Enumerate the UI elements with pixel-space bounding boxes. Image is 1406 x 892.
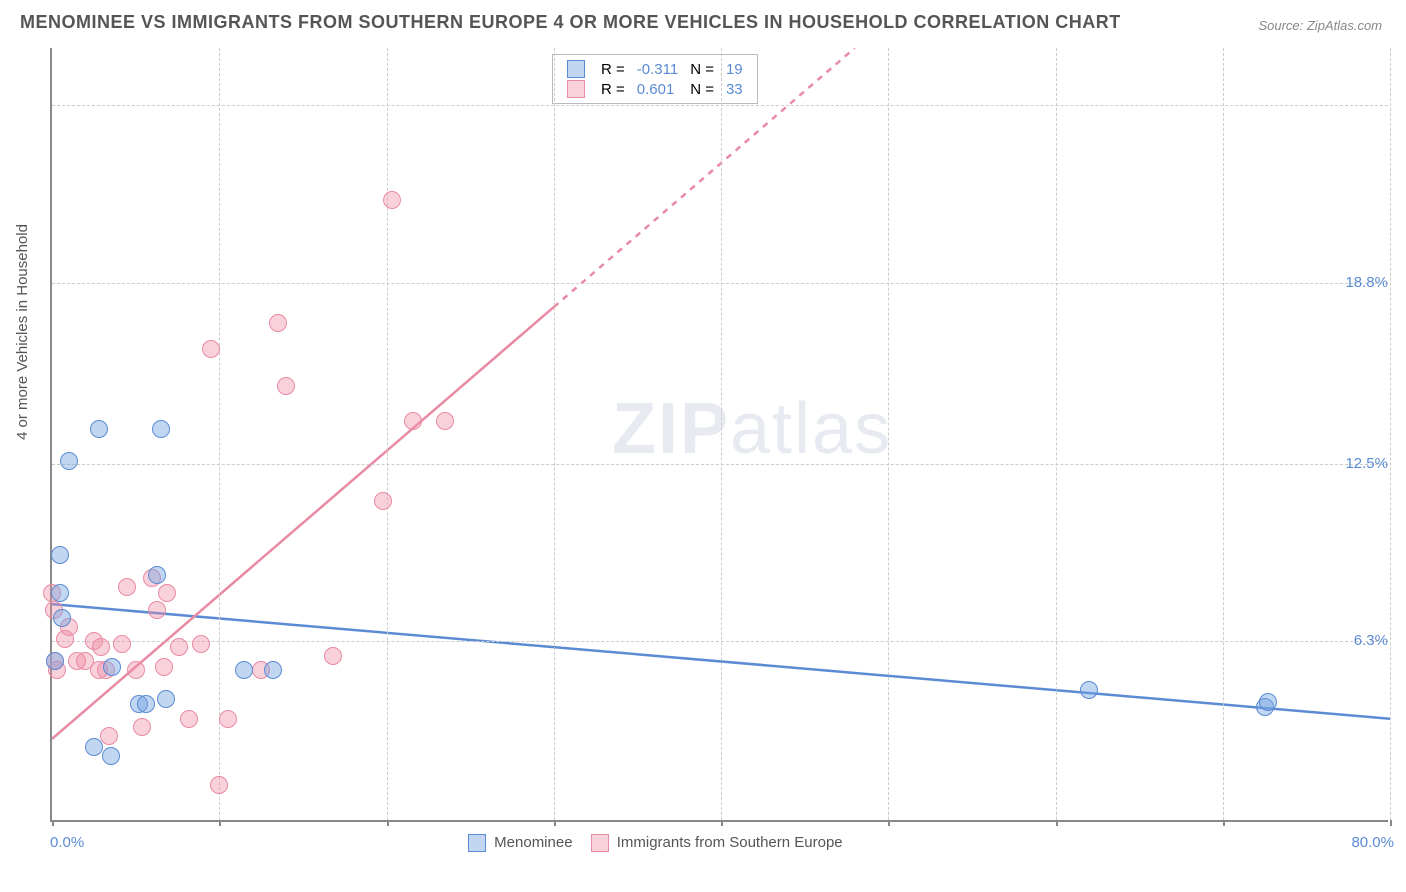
scatter-point-pink <box>133 718 151 736</box>
x-tick-label: 80.0% <box>1351 834 1394 851</box>
scatter-point-blue <box>85 738 103 756</box>
scatter-point-pink <box>269 314 287 332</box>
scatter-point-pink <box>383 191 401 209</box>
gridline-horizontal <box>52 641 1388 642</box>
source-attribution: Source: ZipAtlas.com <box>1258 18 1382 33</box>
r-value-pink: 0.601 <box>631 79 684 99</box>
gridline-vertical <box>387 48 388 820</box>
watermark-rest: atlas <box>730 389 892 469</box>
scatter-point-pink <box>127 661 145 679</box>
scatter-point-blue <box>90 420 108 438</box>
scatter-point-blue <box>51 584 69 602</box>
scatter-point-pink <box>324 647 342 665</box>
x-tick <box>554 820 556 826</box>
scatter-point-blue <box>51 546 69 564</box>
swatch-blue <box>567 60 585 78</box>
scatter-point-pink <box>374 492 392 510</box>
gridline-horizontal <box>52 283 1388 284</box>
scatter-point-blue <box>46 652 64 670</box>
scatter-point-pink <box>155 658 173 676</box>
scatter-point-pink <box>170 638 188 656</box>
y-tick-label: 12.5% <box>1345 455 1388 472</box>
scatter-point-pink <box>277 377 295 395</box>
scatter-point-blue <box>137 695 155 713</box>
scatter-point-pink <box>118 578 136 596</box>
scatter-point-pink <box>113 635 131 653</box>
scatter-point-blue <box>102 747 120 765</box>
legend-label: Immigrants from Southern Europe <box>613 834 843 851</box>
x-tick <box>1223 820 1225 826</box>
scatter-point-pink <box>192 635 210 653</box>
gridline-vertical <box>1223 48 1224 820</box>
scatter-point-blue <box>103 658 121 676</box>
y-tick-label: 6.3% <box>1354 632 1388 649</box>
chart-title: MENOMINEE VS IMMIGRANTS FROM SOUTHERN EU… <box>20 12 1121 33</box>
watermark-bold: ZIP <box>612 389 730 469</box>
series-legend: Menominee Immigrants from Southern Europ… <box>450 834 843 852</box>
y-tick-label: 18.8% <box>1345 274 1388 291</box>
scatter-point-blue <box>1259 693 1277 711</box>
gridline-vertical <box>1056 48 1057 820</box>
n-label: N = <box>684 59 720 79</box>
swatch-pink <box>567 80 585 98</box>
gridline-vertical <box>554 48 555 820</box>
gridline-vertical <box>721 48 722 820</box>
legend-label: Menominee <box>490 834 573 851</box>
x-tick-label: 0.0% <box>50 834 84 851</box>
gridline-vertical <box>219 48 220 820</box>
scatter-point-blue <box>157 690 175 708</box>
scatter-point-pink <box>148 601 166 619</box>
scatter-point-pink <box>436 412 454 430</box>
gridline-vertical <box>888 48 889 820</box>
x-tick <box>721 820 723 826</box>
x-tick <box>219 820 221 826</box>
correlation-legend: R = -0.311 N = 19 R = 0.601 N = 33 <box>552 54 758 104</box>
r-label: R = <box>595 79 631 99</box>
swatch-blue <box>468 834 486 852</box>
n-value-pink: 33 <box>720 79 749 99</box>
scatter-point-blue <box>53 609 71 627</box>
gridline-horizontal <box>52 105 1388 106</box>
scatter-point-blue <box>148 566 166 584</box>
scatter-point-blue <box>235 661 253 679</box>
y-axis-label: 4 or more Vehicles in Household <box>14 224 31 440</box>
gridline-vertical <box>1390 48 1391 820</box>
scatter-point-blue <box>264 661 282 679</box>
x-tick <box>888 820 890 826</box>
x-tick <box>387 820 389 826</box>
gridline-horizontal <box>52 464 1388 465</box>
n-value-blue: 19 <box>720 59 749 79</box>
scatter-point-pink <box>180 710 198 728</box>
swatch-pink <box>591 834 609 852</box>
scatter-point-pink <box>100 727 118 745</box>
scatter-point-pink <box>219 710 237 728</box>
n-label: N = <box>684 79 720 99</box>
r-label: R = <box>595 59 631 79</box>
x-tick <box>52 820 54 826</box>
scatter-point-pink <box>202 340 220 358</box>
scatter-point-blue <box>60 452 78 470</box>
scatter-point-blue <box>1080 681 1098 699</box>
r-value-blue: -0.311 <box>631 59 684 79</box>
scatter-plot-area: ZIPatlas R = -0.311 N = 19 R = 0.601 N =… <box>50 48 1388 822</box>
scatter-point-pink <box>404 412 422 430</box>
scatter-point-blue <box>152 420 170 438</box>
scatter-point-pink <box>92 638 110 656</box>
x-tick <box>1390 820 1392 826</box>
watermark: ZIPatlas <box>612 388 892 470</box>
x-tick <box>1056 820 1058 826</box>
scatter-point-pink <box>158 584 176 602</box>
scatter-point-pink <box>210 776 228 794</box>
